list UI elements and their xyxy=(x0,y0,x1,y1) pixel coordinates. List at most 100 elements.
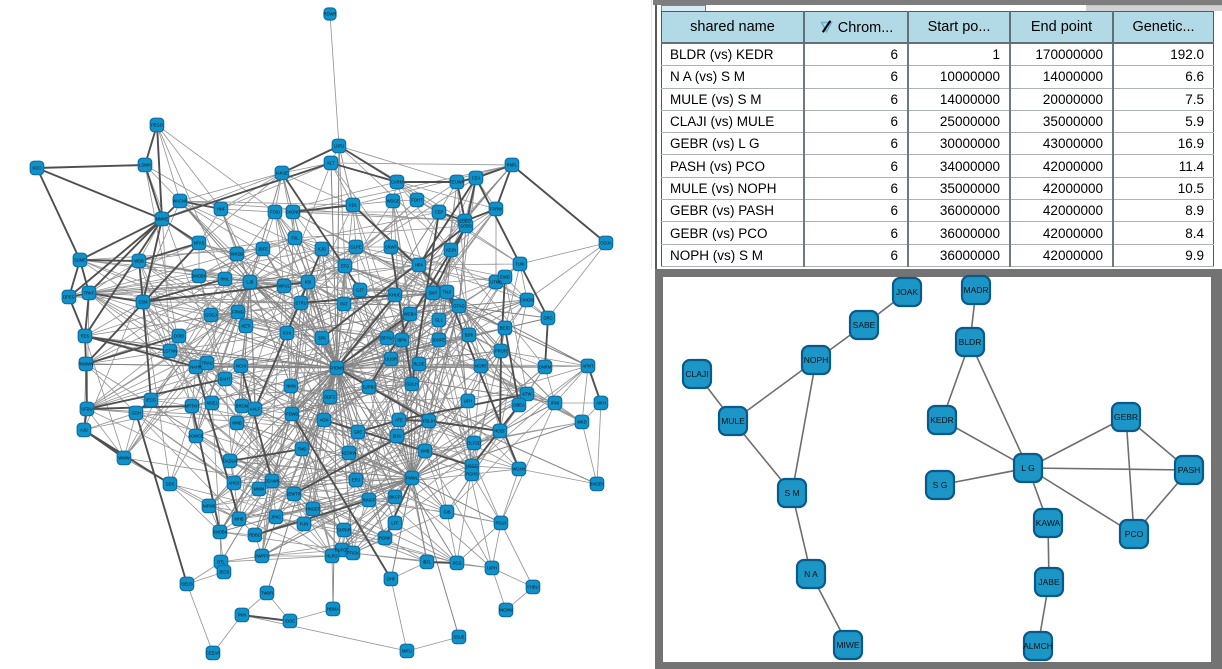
svg-text:MSEJ: MSEJ xyxy=(207,401,218,406)
svg-text:WGHH: WGHH xyxy=(513,467,526,472)
svg-text:SIJU: SIJU xyxy=(393,434,402,439)
svg-text:LJB: LJB xyxy=(246,280,253,285)
svg-text:BEJD: BEJD xyxy=(500,326,511,331)
svg-text:FPRW: FPRW xyxy=(490,207,502,212)
svg-text:S G: S G xyxy=(933,480,948,490)
svg-text:DPEG: DPEG xyxy=(63,295,75,300)
svg-text:RNFL: RNFL xyxy=(507,163,518,168)
svg-text:NTAS: NTAS xyxy=(194,241,205,246)
svg-text:AGN: AGN xyxy=(320,418,329,423)
svg-text:CKGNO: CKGNO xyxy=(285,210,300,215)
svg-text:TMD: TMD xyxy=(298,447,307,452)
svg-text:STRU: STRU xyxy=(295,301,306,306)
svg-text:LFF: LFF xyxy=(391,521,399,526)
svg-text:LORJ: LORJ xyxy=(334,144,344,149)
svg-text:CEAWN: CEAWN xyxy=(264,479,279,484)
svg-text:JOAK: JOAK xyxy=(896,287,919,297)
svg-text:KSI: KSI xyxy=(305,280,312,285)
svg-text:TEUWP: TEUWP xyxy=(450,180,465,185)
svg-text:IBFL: IBFL xyxy=(423,560,432,565)
svg-text:RDBO: RDBO xyxy=(249,533,261,538)
svg-text:FOHT: FOHT xyxy=(411,198,423,203)
svg-text:BKCP: BKCP xyxy=(389,495,400,500)
svg-text:HNF: HNF xyxy=(217,207,226,212)
svg-text:GLPE: GLPE xyxy=(351,245,362,250)
svg-text:IDNFE: IDNFE xyxy=(433,338,446,343)
svg-text:TUIK: TUIK xyxy=(515,262,525,267)
svg-text:IOOC: IOOC xyxy=(285,619,296,624)
svg-text:JBFE: JBFE xyxy=(258,247,268,252)
svg-text:AESKW: AESKW xyxy=(342,451,357,456)
svg-text:GIB: GIB xyxy=(443,510,450,515)
svg-text:CLAJI: CLAJI xyxy=(685,369,708,379)
svg-text:CKWF: CKWF xyxy=(385,245,398,250)
svg-text:FIIL: FIIL xyxy=(291,236,299,241)
svg-text:MKD: MKD xyxy=(577,420,586,425)
svg-text:SOBS: SOBS xyxy=(460,224,472,229)
svg-text:WNB: WNB xyxy=(232,421,242,426)
svg-text:PASH: PASH xyxy=(1178,465,1201,475)
svg-text:DNRM: DNRM xyxy=(539,365,552,370)
svg-text:OLFSD: OLFSD xyxy=(467,441,481,446)
svg-text:DDFC: DDFC xyxy=(324,395,335,400)
svg-text:OOJA: OOJA xyxy=(600,241,611,246)
svg-text:GOH: GOH xyxy=(131,411,140,416)
svg-text:CSM: CSM xyxy=(138,300,148,305)
svg-text:WDGE: WDGE xyxy=(387,199,400,204)
svg-text:FHBU: FHBU xyxy=(527,585,538,590)
svg-text:WKDB: WKDB xyxy=(231,252,244,257)
svg-text:NMN: NMN xyxy=(286,384,295,389)
svg-text:PDWB: PDWB xyxy=(286,412,299,417)
svg-text:L G: L G xyxy=(1021,463,1034,473)
svg-text:FOIU: FOIU xyxy=(270,210,280,215)
svg-text:CJT: CJT xyxy=(356,288,364,293)
svg-text:UUSR: UUSR xyxy=(385,357,397,362)
svg-text:SFK: SFK xyxy=(318,336,326,341)
svg-text:SMOBK: SMOBK xyxy=(213,530,228,535)
svg-text:MIFU: MIFU xyxy=(402,649,412,654)
svg-text:GTAG: GTAG xyxy=(453,304,464,309)
svg-text:KJO: KJO xyxy=(318,247,326,252)
svg-text:ALMCH: ALMCH xyxy=(1023,641,1053,651)
svg-text:BTL: BTL xyxy=(217,560,225,565)
svg-text:FBLJH: FBLJH xyxy=(423,419,436,424)
svg-text:MORF: MORF xyxy=(475,364,488,369)
svg-text:KHUC: KHUC xyxy=(389,293,401,298)
svg-text:SNTKR: SNTKR xyxy=(337,528,351,533)
svg-text:UFH: UFH xyxy=(464,399,472,404)
svg-text:PTIOK: PTIOK xyxy=(347,551,360,556)
svg-text:TRKF: TRKF xyxy=(84,291,95,296)
svg-text:KLT: KLT xyxy=(327,161,335,166)
svg-text:TNJI: TNJI xyxy=(443,290,452,295)
svg-text:IEWTR: IEWTR xyxy=(287,492,300,497)
svg-text:TWBR: TWBR xyxy=(261,591,273,596)
svg-text:FPMG: FPMG xyxy=(232,310,244,315)
svg-text:RGNK: RGNK xyxy=(379,536,391,541)
svg-text:MULE: MULE xyxy=(721,416,745,426)
svg-text:KOO: KOO xyxy=(32,166,41,171)
svg-text:CARM: CARM xyxy=(391,180,404,185)
svg-text:TRAU: TRAU xyxy=(201,361,212,366)
svg-text:MHB: MHB xyxy=(234,517,243,522)
svg-text:WWW: WWW xyxy=(118,456,130,461)
svg-text:AEJN: AEJN xyxy=(446,248,457,253)
svg-text:RIMWW: RIMWW xyxy=(78,362,93,367)
svg-text:NIFMS: NIFMS xyxy=(203,504,216,509)
svg-text:OHF: OHF xyxy=(387,577,396,582)
svg-text:GEBR: GEBR xyxy=(1114,412,1138,422)
svg-text:GRC: GRC xyxy=(543,316,552,321)
svg-text:IECG: IECG xyxy=(146,398,156,403)
svg-text:S M: S M xyxy=(784,488,799,498)
svg-text:RDS: RDS xyxy=(81,334,90,339)
svg-text:AJU: AJU xyxy=(80,428,88,433)
svg-text:DUFGC: DUFGC xyxy=(335,548,350,553)
svg-text:HBMA: HBMA xyxy=(327,607,339,612)
svg-text:APNT: APNT xyxy=(583,364,594,369)
svg-text:HLPO: HLPO xyxy=(326,554,337,559)
svg-text:WACNP: WACNP xyxy=(172,199,187,204)
svg-text:SAHT: SAHT xyxy=(220,377,231,382)
svg-text:KMB: KMB xyxy=(421,449,430,454)
svg-text:SUME: SUME xyxy=(74,258,86,263)
svg-text:RLOE: RLOE xyxy=(413,362,424,367)
svg-text:GIIE: GIIE xyxy=(354,430,362,435)
